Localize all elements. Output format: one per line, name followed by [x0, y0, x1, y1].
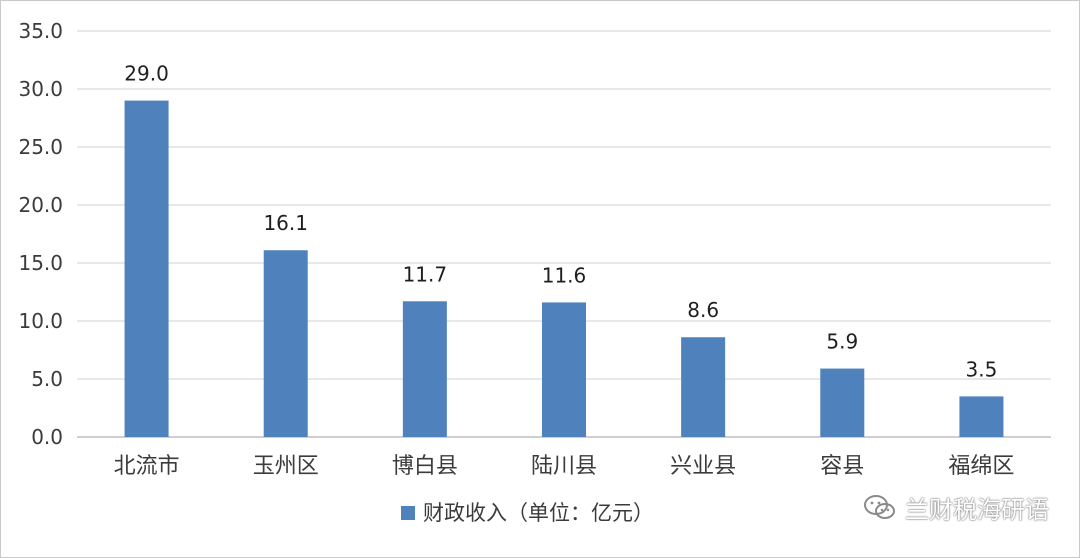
watermark: 兰财税海研语	[863, 490, 1049, 525]
legend-swatch	[401, 506, 415, 520]
x-tick-label: 容县	[820, 454, 864, 479]
bar	[959, 396, 1004, 437]
wechat-icon	[863, 493, 897, 523]
data-label: 5.9	[826, 330, 858, 354]
y-tick-label: 5.0	[31, 367, 63, 391]
bar	[263, 250, 308, 437]
y-tick-label: 25.0	[18, 135, 63, 159]
y-tick-label: 35.0	[18, 19, 63, 43]
data-label: 11.7	[403, 262, 448, 286]
data-label: 16.1	[263, 211, 308, 235]
x-tick-label: 福绵区	[948, 454, 1014, 479]
bar	[402, 301, 447, 437]
legend-label: 财政收入（单位：亿元）	[423, 501, 654, 525]
x-tick-label: 北流市	[114, 454, 180, 479]
y-tick-label: 0.0	[31, 425, 63, 449]
data-label: 29.0	[124, 62, 169, 86]
x-tick-label: 兴业县	[670, 454, 736, 479]
x-tick-label: 陆川县	[531, 454, 597, 479]
y-tick-label: 15.0	[18, 251, 63, 275]
data-label: 8.6	[687, 298, 719, 322]
bar	[542, 302, 586, 437]
y-tick-label: 20.0	[18, 193, 63, 217]
data-label: 11.6	[542, 263, 587, 287]
bar	[681, 337, 726, 437]
bar	[124, 100, 169, 437]
bar	[820, 368, 865, 437]
x-tick-label: 博白县	[392, 454, 458, 479]
x-tick-label: 玉州区	[253, 454, 319, 479]
y-tick-label: 10.0	[18, 309, 63, 333]
y-tick-label: 30.0	[18, 77, 63, 101]
data-label: 3.5	[966, 357, 998, 381]
watermark-text: 兰财税海研语	[905, 496, 1049, 524]
